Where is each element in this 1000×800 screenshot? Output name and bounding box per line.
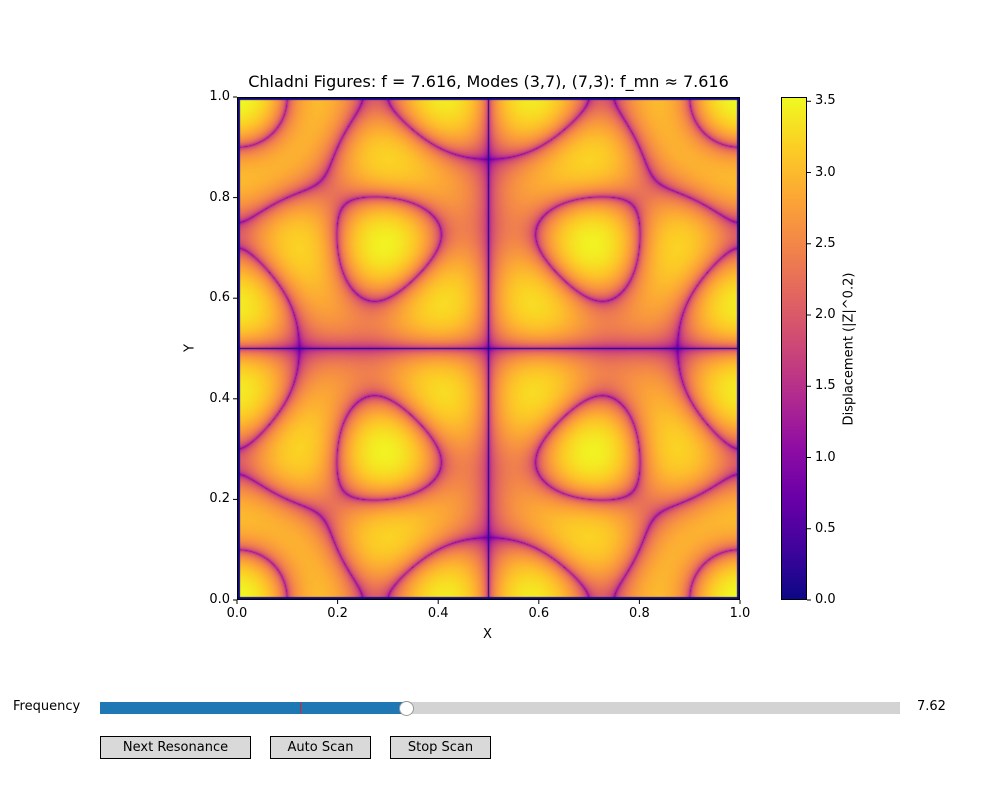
x-tick-label: 1.0	[729, 606, 751, 621]
y-tick-label: 1.0	[209, 89, 230, 104]
colorbar-tick-label: 2.0	[815, 307, 836, 322]
frequency-label: Frequency	[13, 699, 81, 714]
colorbar-tick-label: 2.5	[815, 235, 836, 251]
frequency-slider-fill	[100, 702, 406, 714]
y-tick-label: 0.6	[209, 290, 230, 306]
x-tick-label: 0.2	[327, 606, 348, 621]
x-tick-label: 0.4	[427, 606, 449, 621]
y-tick-label: 0.0	[209, 592, 230, 607]
stop-scan-button[interactable]: Stop Scan	[390, 736, 491, 759]
colorbar-tick-label: 0.0	[815, 592, 836, 607]
y-tick-label: 0.8	[209, 189, 230, 205]
colorbar-tick-label: 1.5	[815, 378, 836, 394]
y-tick-label: 0.4	[209, 390, 230, 406]
colorbar-label: Displacement (|Z|^0.2)	[841, 272, 857, 426]
frequency-slider-handle[interactable]	[398, 701, 414, 716]
next-resonance-button[interactable]: Next Resonance	[100, 736, 251, 759]
auto-scan-button[interactable]: Auto Scan	[270, 736, 371, 759]
x-axis-label: X	[483, 627, 492, 642]
colorbar-tick-label: 3.5	[815, 93, 836, 109]
frequency-slider-marker	[300, 702, 301, 714]
frequency-value: 7.62	[917, 699, 946, 714]
x-tick-label: 0.0	[226, 606, 248, 621]
x-tick-label: 0.8	[629, 606, 650, 621]
x-tick-label: 0.6	[528, 606, 550, 621]
y-axis-label: Y	[182, 344, 198, 352]
y-tick-label: 0.2	[209, 491, 230, 507]
plot-title: Chladni Figures: f = 7.616, Modes (3,7),…	[248, 72, 729, 91]
chladni-heatmap	[237, 97, 740, 600]
colorbar	[781, 97, 807, 600]
colorbar-tick-label: 1.0	[815, 449, 836, 465]
colorbar-tick-label: 0.5	[815, 520, 836, 536]
colorbar-tick-label: 3.0	[815, 164, 836, 180]
